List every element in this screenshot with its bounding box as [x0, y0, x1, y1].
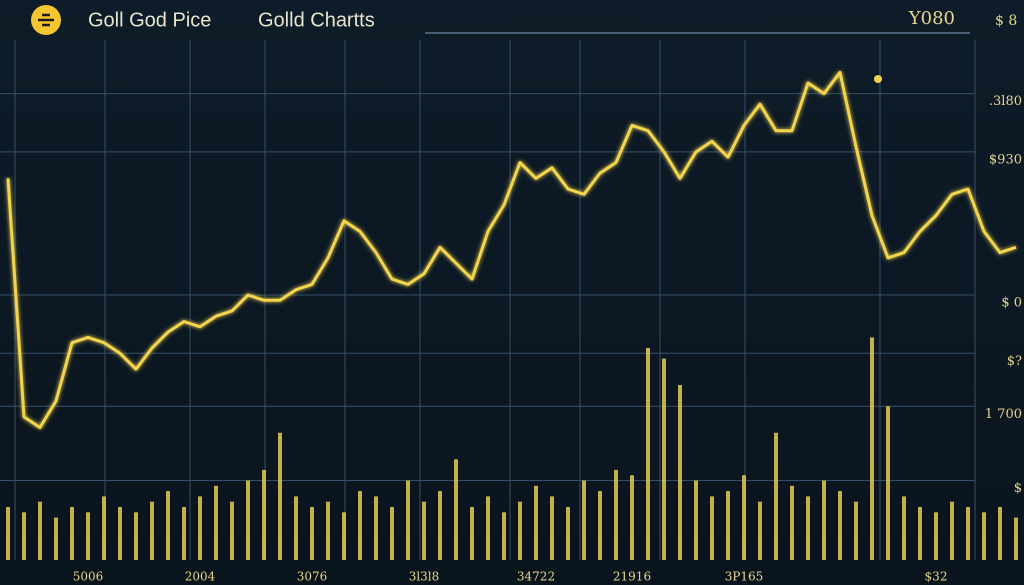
top-right-label: $ 8 — [995, 13, 1017, 29]
volume-bar — [646, 348, 650, 560]
volume-bar — [630, 475, 634, 560]
volume-bar — [518, 501, 522, 560]
volume-bar — [710, 496, 714, 560]
volume-bar — [950, 501, 954, 560]
volume-bar — [150, 501, 154, 560]
volume-bar — [742, 475, 746, 560]
volume-bar — [86, 512, 90, 560]
y-tick-label: $930 — [989, 152, 1022, 167]
x-tick-label: 21916 — [613, 570, 651, 584]
volume-bar — [918, 507, 922, 560]
volume-bar — [182, 507, 186, 560]
volume-bar — [790, 485, 794, 560]
volume-bar — [822, 480, 826, 560]
y-tick-label: $ — [1014, 481, 1022, 496]
x-tick-label: 5006 — [73, 570, 104, 584]
volume-bar — [310, 507, 314, 560]
volume-bar — [502, 512, 506, 560]
volume-bar — [886, 406, 890, 560]
volume-bar — [166, 491, 170, 560]
y-tick-label: $ 0 — [1001, 296, 1022, 311]
volume-bar — [662, 358, 666, 560]
volume-bar — [374, 496, 378, 560]
vertical-grid — [14, 40, 976, 560]
volume-bar — [982, 512, 986, 560]
x-tick-label: 3P165 — [725, 570, 764, 584]
x-tick-label: 34722 — [517, 570, 555, 584]
volume-bar — [902, 496, 906, 560]
volume-bar — [118, 507, 122, 560]
volume-bar — [998, 507, 1002, 560]
gold-icon-glyph — [38, 13, 54, 27]
volume-bar — [758, 501, 762, 560]
volume-bar — [38, 501, 42, 560]
volume-bar — [566, 507, 570, 560]
title: Goll God Pice — [88, 9, 211, 31]
x-tick-label: 3076 — [297, 570, 328, 584]
volume-bar — [102, 496, 106, 560]
y-tick-label: $? — [1007, 354, 1022, 369]
top-value: Y080 — [908, 8, 955, 29]
volume-bar — [278, 432, 282, 560]
volume-bar — [230, 501, 234, 560]
volume-bar — [342, 512, 346, 560]
volume-bar — [726, 491, 730, 560]
volume-bar — [406, 480, 410, 560]
volume-bar — [438, 491, 442, 560]
volume-bar — [550, 496, 554, 560]
x-tick-label: $32 — [925, 570, 948, 584]
volume-bar — [614, 469, 618, 560]
price-line — [6, 70, 1017, 429]
volume-bar — [262, 469, 266, 560]
volume-bar — [694, 480, 698, 560]
volume-bar — [838, 491, 842, 560]
volume-bar — [358, 491, 362, 560]
volume-bar — [854, 501, 858, 560]
volume-bar — [470, 507, 474, 560]
volume-bar — [486, 496, 490, 560]
volume-bar — [678, 385, 682, 560]
volume-bar — [534, 485, 538, 560]
volume-bar — [870, 337, 874, 560]
subtitle: Golld Chartts — [258, 9, 375, 31]
x-tick-label: 2004 — [185, 570, 216, 584]
volume-bar — [966, 507, 970, 560]
volume-bar — [390, 507, 394, 560]
volume-bar — [198, 496, 202, 560]
y-tick-label: 1 700 — [985, 407, 1022, 422]
volume-bar — [934, 512, 938, 560]
x-tick-label: 3l3l8 — [409, 570, 440, 584]
volume-bar — [6, 507, 10, 560]
volume-bar — [1014, 517, 1018, 560]
volume-bar — [246, 480, 250, 560]
volume-bar — [22, 512, 26, 560]
volume-bar — [294, 496, 298, 560]
volume-bar — [54, 517, 58, 560]
volume-bar — [134, 512, 138, 560]
marker-dot — [874, 75, 882, 83]
volume-bar — [806, 496, 810, 560]
volume-bar — [454, 459, 458, 560]
volume-bar — [70, 507, 74, 560]
y-tick-label: .3l80 — [989, 94, 1022, 109]
volume-bar — [598, 491, 602, 560]
volume-bar — [422, 501, 426, 560]
volume-bar — [582, 480, 586, 560]
volume-bar — [214, 485, 218, 560]
volume-bar — [326, 501, 330, 560]
volume-bar — [774, 432, 778, 560]
